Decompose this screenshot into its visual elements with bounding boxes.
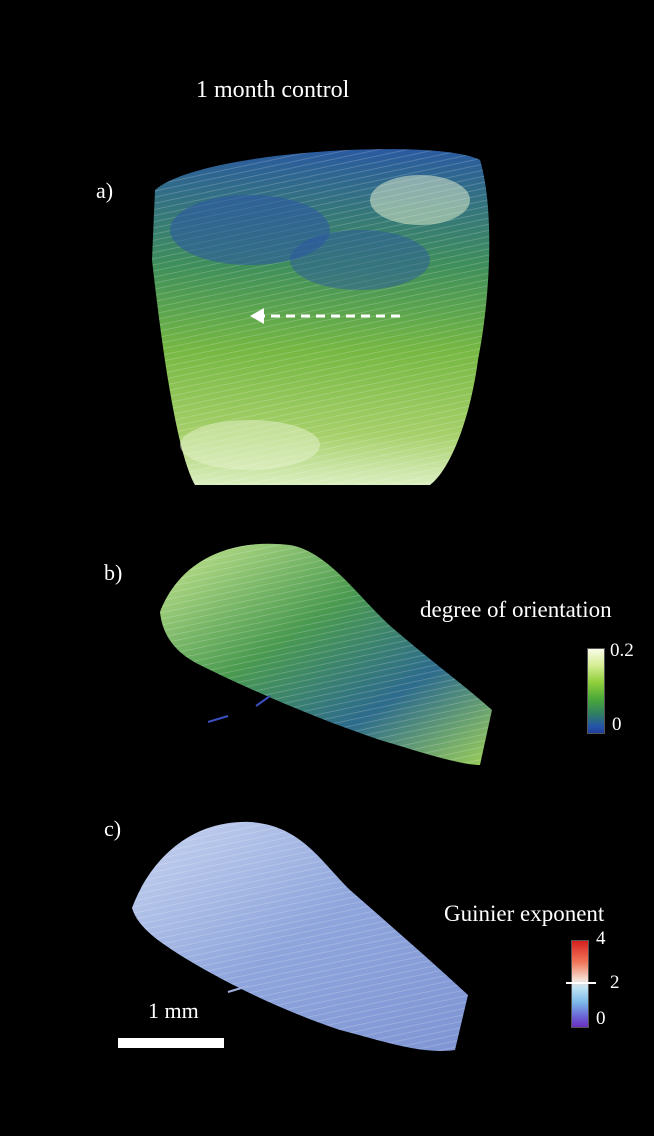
guinier-colorbar-mid-marker: [566, 982, 596, 984]
figure-title: 1 month control: [196, 77, 350, 103]
panel-label-c: c): [104, 816, 122, 841]
orientation-colorbar: [587, 648, 605, 734]
orientation-colorbar-title: degree of orientation: [420, 597, 612, 622]
guinier-colorbar-min: 0: [596, 1008, 606, 1029]
direction-arrow-head: [250, 308, 264, 324]
scale-bar: [118, 1038, 224, 1048]
panel-c-rendering: [132, 821, 468, 1051]
orientation-colorbar-max: 0.2: [610, 640, 634, 661]
scale-bar-label: 1 mm: [148, 998, 199, 1023]
guinier-colorbar-mid: 2: [610, 972, 620, 993]
orientation-colorbar-min: 0: [612, 714, 622, 735]
panel-label-b: b): [104, 560, 123, 585]
panel-a-rendering: [152, 149, 490, 485]
panel-b-rendering: [160, 543, 492, 765]
panel-label-a: a): [96, 178, 114, 203]
guinier-colorbar-max: 4: [596, 928, 606, 949]
guinier-colorbar: [571, 940, 589, 1028]
guinier-colorbar-title: Guinier exponent: [444, 901, 605, 926]
